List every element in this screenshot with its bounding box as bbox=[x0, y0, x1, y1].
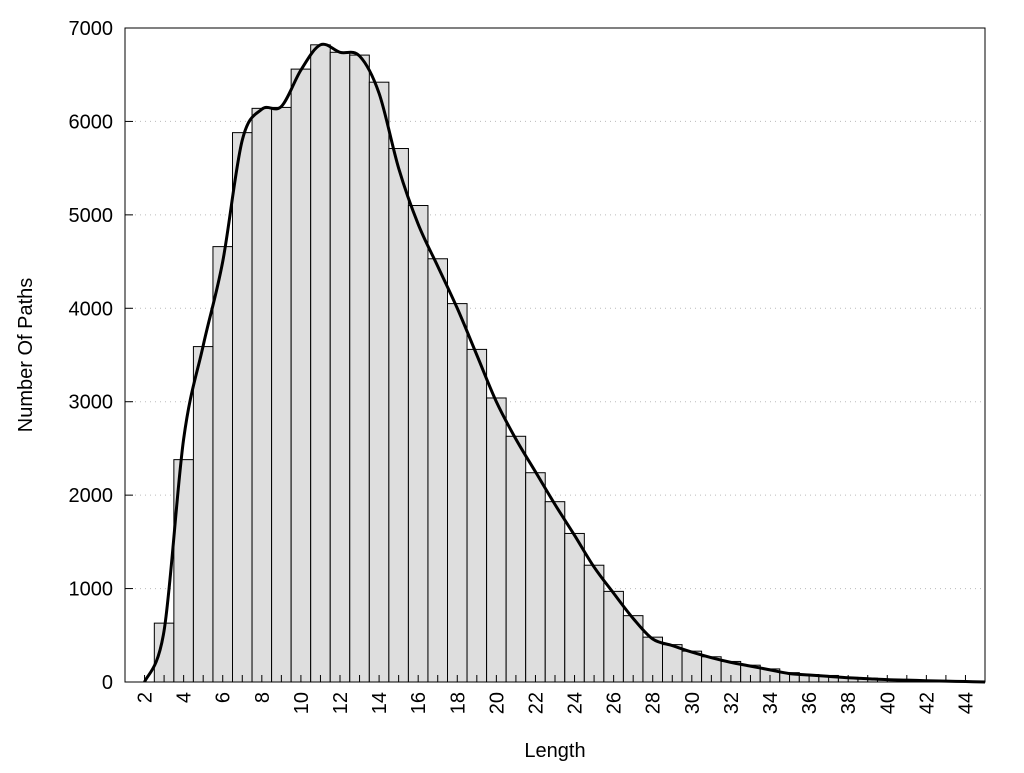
bar bbox=[427, 258, 449, 683]
bar bbox=[407, 205, 429, 683]
x-tick-label: 6 bbox=[213, 692, 235, 703]
bar bbox=[271, 106, 292, 683]
x-tick-label: 40 bbox=[877, 692, 899, 714]
bar bbox=[525, 472, 546, 683]
axis-ticks bbox=[125, 27, 966, 683]
x-tick-label: 20 bbox=[486, 692, 508, 714]
y-tick-label: 7000 bbox=[69, 18, 114, 40]
x-tick-label: 16 bbox=[408, 692, 430, 714]
bar bbox=[447, 303, 468, 683]
y-tick-label: 6000 bbox=[69, 111, 114, 133]
bar bbox=[232, 132, 253, 683]
x-tick-label: 44 bbox=[955, 692, 977, 714]
bar bbox=[564, 532, 585, 683]
bar bbox=[310, 44, 331, 683]
x-tick-label: 30 bbox=[682, 692, 704, 714]
x-tick-label: 32 bbox=[721, 692, 743, 714]
bar bbox=[544, 501, 566, 683]
x-tick-label: 18 bbox=[447, 692, 469, 714]
bar bbox=[349, 54, 370, 683]
bars bbox=[153, 44, 976, 683]
bar bbox=[603, 590, 624, 683]
x-tick-label: 26 bbox=[604, 692, 626, 714]
bar bbox=[388, 148, 409, 683]
bar bbox=[486, 397, 507, 683]
x-tick-labels: 2 4 6 8 10 12 14 16 18 20 22 24 26 28 30 32 34 36 38 40 42 44 bbox=[135, 692, 978, 714]
x-tick-label: 10 bbox=[291, 692, 313, 714]
bar bbox=[505, 435, 527, 683]
x-tick-label: 2 bbox=[135, 692, 157, 703]
y-tick-label: 3000 bbox=[69, 392, 114, 414]
y-tick-label: 4000 bbox=[69, 298, 114, 320]
y-tick-labels: 0 1000 2000 3000 4000 5000 6000 7000 bbox=[69, 18, 114, 694]
x-tick-label: 42 bbox=[916, 692, 938, 714]
x-tick-label: 22 bbox=[525, 692, 547, 714]
bar bbox=[466, 348, 488, 683]
bar bbox=[329, 51, 351, 683]
x-tick-label: 36 bbox=[799, 692, 821, 714]
bar bbox=[212, 246, 233, 683]
y-tick-label: 1000 bbox=[69, 579, 114, 601]
bar bbox=[290, 68, 312, 683]
bar bbox=[368, 81, 390, 683]
y-axis-label: Number Of Paths bbox=[15, 278, 37, 433]
x-tick-label: 38 bbox=[838, 692, 860, 714]
y-tick-label: 0 bbox=[102, 672, 113, 694]
x-tick-label: 28 bbox=[643, 692, 665, 714]
x-axis-label: Length bbox=[524, 740, 585, 762]
x-tick-label: 12 bbox=[330, 692, 352, 714]
bar bbox=[583, 564, 605, 683]
x-tick-label: 4 bbox=[174, 692, 196, 703]
y-tick-label: 2000 bbox=[69, 485, 114, 507]
bar bbox=[251, 107, 273, 683]
x-tick-label: 34 bbox=[760, 692, 782, 714]
y-tick-label: 5000 bbox=[69, 205, 114, 227]
smooth-curve bbox=[143, 42, 986, 684]
x-tick-label: 8 bbox=[252, 692, 274, 703]
x-tick-label: 24 bbox=[565, 692, 587, 714]
x-tick-label: 14 bbox=[369, 692, 391, 714]
bar bbox=[192, 346, 214, 683]
